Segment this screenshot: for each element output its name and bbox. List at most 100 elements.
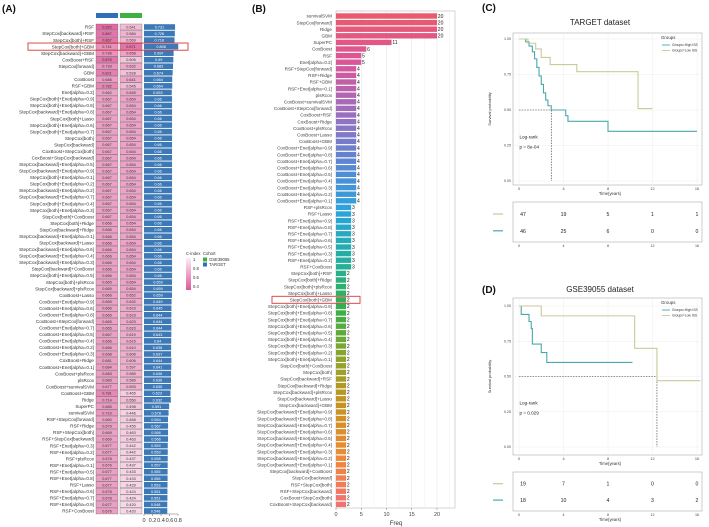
y-tick-label: 1.00 [504, 37, 511, 41]
mean-bar-label: 0.66 [154, 111, 161, 115]
table-row: StepCox[both]+Enet[alpha=0.5] 0.666 0.654 0… [30, 272, 173, 279]
mean-bar [144, 141, 173, 148]
cell-gse39055-value: 0.641 [126, 78, 136, 82]
mean-bar [144, 89, 172, 96]
bar-row: StepCox[backward]+Enet[alpha=0.9] 2 [257, 409, 350, 416]
bar-row: StepCox[both]+plsRcox 2 [284, 283, 350, 290]
cell-gse39055 [119, 278, 143, 286]
cell-gse39055 [119, 311, 143, 318]
cell-target-value: 0.665 [102, 287, 112, 291]
table-row: CoxBoost+Ridge 0.681 0.606 0.644 [59, 357, 172, 364]
bar-category-label: CoxBoost+Enet[alpha=0.8] [277, 152, 332, 157]
mean-bar-label: 0.66 [154, 137, 161, 141]
row-label: StepCox[both]+Enet[alpha=0.2] [30, 182, 94, 187]
freq-bar [336, 165, 357, 171]
bar-row: StepCox[backward]+Enet[alpha=0.4] 2 [257, 442, 350, 449]
bar-category-label: CoxBoost+Enet[alpha=0.6] [277, 166, 332, 171]
mean-bar-label: 0.644 [153, 326, 163, 330]
cell-target [95, 115, 119, 122]
row-label: CoxBoost+Enet[alpha=0.8] [39, 312, 94, 317]
cell-target-value: 0.875 [102, 58, 112, 62]
cell-target [95, 82, 119, 90]
cell-gse39055 [119, 135, 143, 142]
bar-row: CoxBoost+StepCox[forward] 4 [274, 105, 360, 112]
cell-target [95, 337, 119, 345]
cell-target [95, 30, 119, 37]
cell-target-value: 0.677 [102, 385, 112, 389]
cell-target-value: 0.821 [102, 71, 112, 75]
mean-bar-label: 0.64 [154, 339, 161, 343]
freq-bar [336, 343, 347, 349]
mean-bar [144, 331, 172, 338]
cell-gse39055-value: 0.442 [126, 444, 136, 448]
freq-bar [336, 178, 357, 184]
cell-target [95, 69, 119, 76]
mean-bar-label: 0.66 [154, 97, 161, 101]
mean-bar [144, 351, 172, 357]
row-label: StepCox[both]+Ridge [50, 221, 94, 226]
freq-bar [336, 59, 362, 65]
mean-bar [144, 155, 173, 161]
mean-bar [144, 455, 168, 462]
freq-bar [336, 158, 357, 164]
mean-bar [144, 213, 173, 220]
bar-category-label: RSF+GBM [310, 80, 333, 85]
cell-target [95, 278, 119, 286]
row-label: RSF+Enet[alpha=0.9] [50, 502, 94, 507]
bar-row: RSF+StepCox[backward] 2 [280, 488, 350, 495]
bar-row: CoxBoost+StepCox[backward] 2 [270, 501, 350, 508]
mean-bar [144, 259, 173, 266]
mean-bar [144, 181, 173, 187]
cell-target-value: 0.667 [102, 163, 112, 167]
bar-category-label: StepCox[both]+Enet[alpha=0.8] [268, 311, 332, 316]
freq-bar [336, 191, 357, 197]
mean-bar-label: 0.559 [151, 451, 161, 455]
row-label: RSF+Enet[alpha=0.8] [50, 476, 94, 481]
cell-gse39055-value: 0.645 [126, 91, 136, 95]
row-label: StepCox[both]+Enet[alpha=0.4] [30, 201, 94, 206]
mean-bar [144, 63, 174, 70]
mean-bar [144, 357, 172, 364]
bar-category-label: RSF+Enet[alpha=0.7] [288, 232, 332, 237]
row-label: StepCox[backward] [54, 142, 94, 147]
legend-label: Groups=Low ISS [672, 314, 698, 318]
cell-gse39055-value: 0.623 [126, 307, 136, 311]
cell-target-value: 0.666 [102, 274, 112, 278]
cell-gse39055-value: 0.593 [126, 385, 136, 389]
bar-row: Ridge 20 [320, 26, 444, 33]
mean-bar [144, 253, 173, 259]
cell-target [95, 311, 119, 318]
freq-bar [336, 66, 357, 72]
row-label: StepCox[backward]+Enet[alpha=0.4] [19, 254, 94, 259]
freq-bar [336, 171, 357, 178]
cell-target [95, 128, 119, 135]
cell-gse39055 [119, 252, 143, 260]
mean-bar [144, 161, 173, 168]
axis-tick-label: 15 [409, 512, 415, 518]
cell-gse39055-value: 0.584 [126, 32, 136, 36]
mean-bar-label: 0.66 [154, 156, 161, 160]
freq-value-label: 2 [347, 304, 350, 310]
mean-bar-label: 0.66 [154, 267, 161, 271]
cell-target [95, 56, 119, 63]
row-label: CoxBoost+StepCox[backward] [32, 156, 94, 161]
cell-gse39055-value: 0.433 [126, 477, 136, 481]
bar-category-label: StepCox[both]+Enet[alpha=0.5] [268, 331, 332, 336]
mean-bar [144, 207, 173, 213]
cell-target [95, 422, 119, 430]
mean-bar-label: 0.644 [153, 320, 163, 324]
cell-gse39055 [119, 344, 143, 351]
freq-bar [336, 422, 347, 428]
freq-bar [336, 468, 347, 475]
cell-gse39055 [119, 285, 143, 292]
cell-target [95, 220, 119, 227]
bar-row: StepCox[both] 2 [303, 369, 350, 376]
legend-swatch [203, 262, 207, 267]
mean-bar-label: 0.557 [151, 464, 161, 468]
bar-category-label: StepCox[both]+Enet[alpha=0.2] [268, 350, 332, 355]
bar-row: survivalSVM 20 [306, 13, 444, 20]
mean-bar [144, 305, 172, 312]
table-row: CoxBoost+RSF 0.875 0.506 0.69 [62, 56, 174, 63]
cell-target [95, 141, 119, 148]
freq-bar [336, 231, 352, 237]
